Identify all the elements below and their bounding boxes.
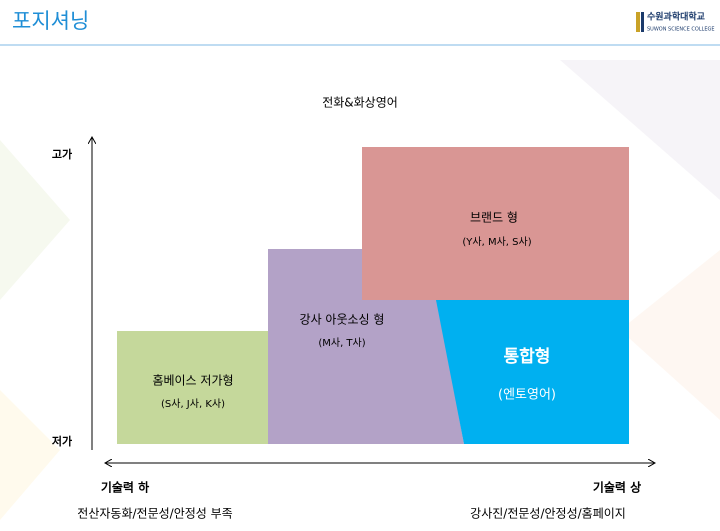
background-decoration <box>0 60 720 520</box>
logo-subtitle: SUWON SCIENCE COLLEGE <box>647 27 715 33</box>
node-sub: (M사, T사) <box>318 337 365 349</box>
diagram-heading: 전화&화상영어 <box>322 96 398 110</box>
logo-mark <box>636 12 640 32</box>
y-axis-bottom: 저가 <box>52 434 72 448</box>
x-axis-right-note: 강사진/전문성/안정성/홈페이지 <box>470 507 626 521</box>
x-axis-left: 기술력 하 <box>101 480 149 495</box>
x-axis-right: 기술력 상 <box>593 480 641 495</box>
node-sub: (Y사, M사, S사) <box>462 236 531 248</box>
logo-name: 수원과학대학교 <box>647 11 705 23</box>
node-label: 강사 아웃소싱 형 <box>300 313 385 327</box>
node-label: 브랜드 형 <box>470 211 518 225</box>
node-sub: (S사, J사, K사) <box>161 398 225 410</box>
low-price-box <box>117 331 268 444</box>
node-label: 홈베이스 저가형 <box>152 374 233 388</box>
node-label: 통합형 <box>504 346 551 367</box>
y-axis-top: 고가 <box>52 147 72 161</box>
integrated-box <box>436 300 629 444</box>
brand-box <box>362 147 629 300</box>
x-axis-left-note: 전산자동화/전문성/안정성 부족 <box>77 507 232 521</box>
node-sub: (엔토영어) <box>498 388 556 403</box>
logo-mark <box>641 12 644 32</box>
slide-title: 포지셔닝 <box>12 9 89 33</box>
